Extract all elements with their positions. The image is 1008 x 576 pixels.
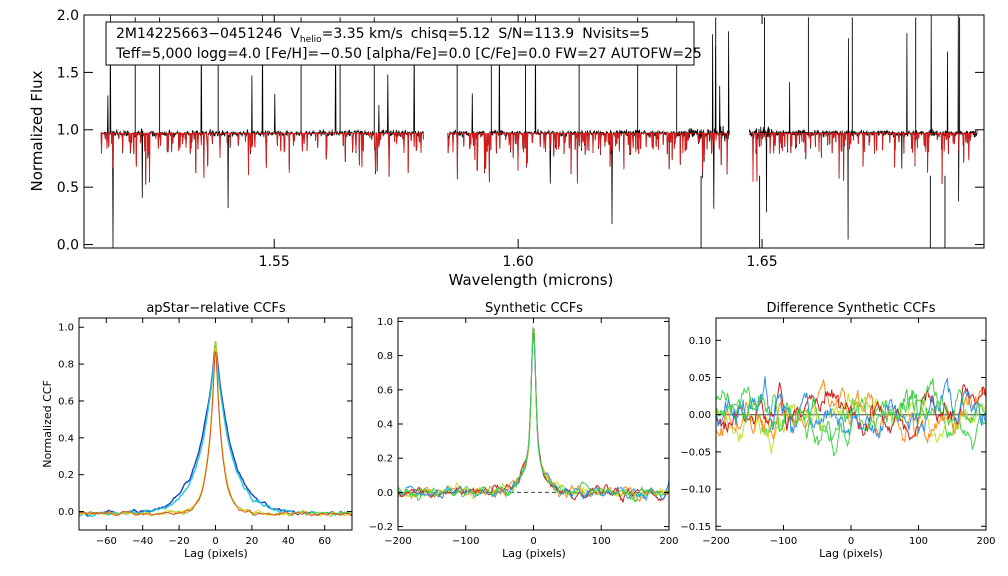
y-tick-label: 0.00: [689, 410, 711, 421]
synthetic-ccf-series-group: [397, 326, 670, 503]
y-tick-label: 1.0: [377, 317, 393, 328]
synthetic-ccf-title: Synthetic CCFs: [485, 301, 583, 316]
x-tick-label: 1.65: [746, 254, 777, 270]
y-tick-label: 0.6: [58, 396, 74, 407]
apstar-ccf-x-axis-label: Lag (pixels): [184, 547, 248, 560]
x-tick-label: −200: [702, 536, 729, 547]
x-tick-label: 200: [976, 536, 995, 547]
spectrum-info-line1: 2M14225663−0451246 Vhelio=3.35 km/s chisq=…: [116, 26, 649, 45]
model-spectrum-line: [100, 131, 424, 185]
spectrum-y-axis-label: Normalized Flux: [28, 70, 46, 191]
x-tick-label: −100: [452, 536, 479, 547]
x-tick-label: 1.60: [503, 254, 534, 270]
apstar-ccf-y-axis-label: Normalized CCF: [41, 380, 54, 468]
x-tick-label: 60: [318, 536, 331, 547]
y-tick-label: 0.4: [377, 420, 393, 431]
spectrum-info-line2: Teff=5,000 logg=4.0 [Fe/H]=−0.50 [alpha/…: [115, 46, 702, 62]
apstar-ccf-series-group: [78, 341, 353, 518]
apstar-ccf-title: apStar−relative CCFs: [146, 301, 286, 316]
y-tick-label: 1.0: [57, 123, 79, 139]
y-tick-label: 0.2: [377, 454, 393, 465]
y-tick-label: 0.05: [689, 373, 711, 384]
model-spectrum-line: [749, 131, 978, 183]
spectrum-x-axis-label: Wavelength (microns): [449, 271, 614, 289]
model-spectrum-line: [447, 132, 730, 184]
y-tick-label: 0.8: [58, 360, 74, 371]
spectrum-info-box: [105, 21, 695, 66]
y-tick-label: 1.5: [57, 65, 79, 81]
x-tick-label: 20: [246, 536, 259, 547]
x-tick-label: −60: [96, 536, 117, 547]
difference-ccf-x-axis-label: Lag (pixels): [819, 547, 883, 560]
spectrum-ticks: 1.55 1.60 1.65 0.0 0.5 1.0 1.5 2.0: [57, 8, 984, 270]
x-tick-label: −100: [770, 536, 797, 547]
y-tick-label: 0.5: [57, 180, 79, 196]
difference-ccf-series-group: [715, 376, 987, 457]
x-tick-label: 200: [659, 536, 678, 547]
y-tick-label: 0.2: [58, 470, 74, 481]
y-tick-label: 0.10: [689, 336, 711, 347]
y-tick-label: 0.0: [377, 488, 393, 499]
x-tick-label: 0: [212, 536, 218, 547]
ccf-series-line: [715, 377, 987, 457]
synthetic-ccf-panel: Synthetic CCFs −200 −100 0 100 200 −0.2 0.0 0.2…: [369, 301, 679, 560]
ccf-series-line: [715, 393, 987, 454]
y-tick-label: −0.05: [680, 447, 711, 458]
ccf-series-line: [715, 382, 987, 441]
y-tick-label: −0.15: [680, 522, 711, 533]
y-tick-label: 0.6: [377, 385, 393, 396]
synthetic-ccf-ticks: −200 −100 0 100 200 −0.2 0.0 0.2 0.4 0.6 0.8 1.0: [369, 317, 679, 547]
spectrum-panel: 1.55 1.60 1.65 0.0 0.5 1.0 1.5 2.0 2M14225663−0…: [28, 8, 985, 289]
difference-ccf-ticks: −200 −100 0 100 200 −0.15 −0.10 −0.05 0.00 0.05 0.…: [680, 318, 996, 547]
x-tick-label: −200: [384, 536, 411, 547]
y-tick-label: −0.2: [369, 522, 393, 533]
spectrum-plot-frame: [83, 14, 985, 249]
difference-ccf-panel: Difference Synthetic CCFs −200 −100 0 100 20…: [680, 301, 995, 560]
x-tick-label: 40: [282, 536, 295, 547]
ccf-series-line: [397, 328, 670, 502]
y-tick-label: 0.8: [377, 351, 393, 362]
y-tick-label: 0.0: [57, 237, 79, 253]
x-tick-label: 1.55: [259, 254, 290, 270]
x-tick-label: −40: [132, 536, 153, 547]
ccf-series-line: [78, 341, 353, 518]
difference-ccf-title: Difference Synthetic CCFs: [766, 301, 935, 316]
apstar-ccf-ticks: −60 −40 −20 0 20 40 60 0.0 0.2 0.4 0.6 0.8 1.0: [58, 318, 352, 547]
ccf-series-line: [78, 351, 353, 517]
y-tick-label: −0.10: [680, 485, 711, 496]
x-tick-label: 100: [909, 536, 928, 547]
x-tick-label: 0: [848, 536, 854, 547]
x-tick-label: −20: [169, 536, 190, 547]
x-tick-label: 100: [592, 536, 611, 547]
y-tick-label: 2.0: [57, 8, 79, 24]
synthetic-ccf-x-axis-label: Lag (pixels): [502, 547, 566, 560]
x-tick-label: 0: [530, 536, 536, 547]
y-tick-label: 0.0: [58, 507, 74, 518]
apstar-ccf-panel: apStar−relative CCFs −60 −40 −20 0 20 40 60 0.0…: [41, 301, 353, 560]
y-tick-label: 1.0: [58, 323, 74, 334]
y-tick-label: 0.4: [58, 433, 74, 444]
